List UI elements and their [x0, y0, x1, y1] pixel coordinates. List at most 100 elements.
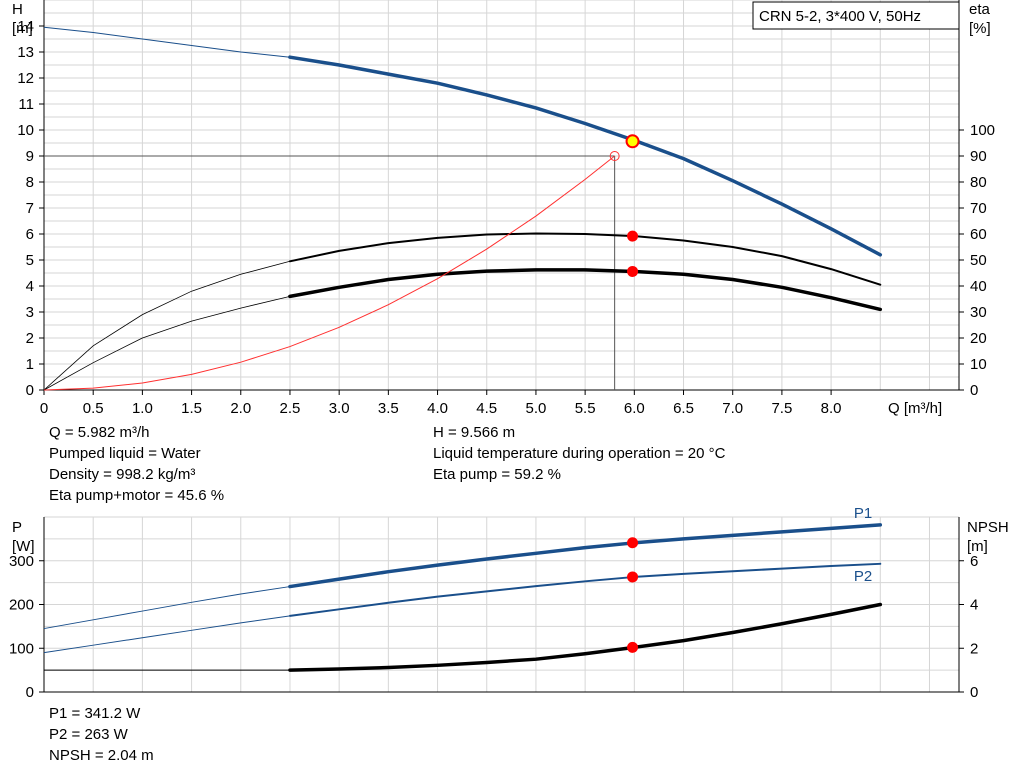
model-box: CRN 5-2, 3*400 V, 50Hz — [752, 1, 960, 30]
y-right-tick-label: 0 — [970, 382, 978, 399]
eta-pump-curve-extended — [43, 260, 291, 391]
result-npsh: NPSH = 2.04 m — [49, 747, 154, 764]
lower-series: P1 P2 — [43, 505, 883, 672]
x-tick-label: 3.5 — [378, 400, 399, 417]
y-right-tick-label: 90 — [970, 148, 987, 165]
y-right-tick-label: 30 — [970, 304, 987, 321]
lower-results: P1 = 341.2 W P2 = 263 W NPSH = 2.04 m — [49, 703, 154, 766]
y-right-tick-label: 20 — [970, 330, 987, 347]
upper-left-results: Q = 5.982 m³/h Pumped liquid = Water Den… — [49, 422, 224, 506]
y-tick-label: 100 — [9, 640, 34, 657]
npsh-curve — [288, 602, 883, 672]
y-axis-label: P — [12, 519, 22, 536]
y-tick-label: 1 — [26, 356, 34, 373]
system-point-marker — [609, 151, 620, 161]
x-tick-label: 4.5 — [476, 400, 497, 417]
x-tick-label: 7.0 — [722, 400, 743, 417]
y-tick-label: 200 — [9, 597, 34, 614]
system-curve-curve — [43, 155, 615, 391]
y-right-tick-label: 70 — [970, 200, 987, 217]
eta-pump-operating-marker — [627, 230, 639, 242]
y-right-tick-label: 100 — [970, 122, 995, 139]
x-tick-label: 2.5 — [280, 400, 301, 417]
p2-series-label: P2 — [854, 568, 872, 585]
result-q: Q = 5.982 m³/h — [49, 424, 150, 441]
y-right-axis-label: eta — [969, 1, 991, 18]
y-right-tick-label: 80 — [970, 174, 987, 191]
axis-labels: H [m] eta [%] Q [m³/h] P [W] NPSH [m] — [12, 1, 1009, 555]
y-tick-label: 10 — [17, 122, 34, 139]
result-eta-pump-motor: Eta pump+motor = 45.6 % — [49, 487, 225, 504]
npsh-operating-marker — [627, 641, 639, 653]
y-tick-label: 13 — [17, 44, 34, 61]
y-tick-label: 2 — [26, 330, 34, 347]
upper-grid — [43, 0, 959, 391]
y-tick-label: 0 — [26, 382, 34, 399]
x-axis-label: Q [m³/h] — [888, 400, 942, 417]
p2-operating-marker — [627, 571, 639, 583]
y-tick-label: 6 — [26, 226, 34, 243]
y-tick-label: 3 — [26, 304, 34, 321]
y-tick-label: 12 — [17, 70, 34, 87]
y-axis-label: H — [12, 1, 23, 18]
y-axis-label: [W] — [12, 538, 35, 555]
head-curve — [288, 55, 883, 257]
y-right-axis-label: NPSH — [967, 519, 1009, 536]
y-tick-label: 5 — [26, 252, 34, 269]
x-tick-label: 1.0 — [132, 400, 153, 417]
lower-axes: 0 100 200 300 0 2 4 6 — [9, 517, 978, 701]
p1-curve-extended — [43, 586, 291, 630]
p2-curve — [288, 562, 882, 617]
result-pumped-liquid: Pumped liquid = Water — [49, 445, 201, 462]
y-right-tick-label: 60 — [970, 226, 987, 243]
x-tick-label: 7.5 — [771, 400, 792, 417]
y-right-tick-label: 10 — [970, 356, 987, 373]
x-tick-label: 2.0 — [230, 400, 251, 417]
y-tick-label: 7 — [26, 200, 34, 217]
y-tick-label: 9 — [26, 148, 34, 165]
y-tick-label: 8 — [26, 174, 34, 191]
y-right-axis-label: [%] — [969, 20, 991, 37]
result-density: Density = 998.2 kg/m³ — [49, 466, 196, 483]
y-right-tick-label: 6 — [970, 553, 978, 570]
upper-series — [43, 26, 883, 391]
y-tick-label: 4 — [26, 278, 34, 295]
x-tick-label: 0.5 — [83, 400, 104, 417]
y-axis-label: [m] — [12, 20, 33, 37]
x-tick-label: 6.0 — [624, 400, 645, 417]
p2-curve-extended — [43, 615, 291, 654]
x-tick-label: 4.0 — [427, 400, 448, 417]
duty-point-marker — [625, 134, 640, 149]
x-tick-label: 1.5 — [181, 400, 202, 417]
x-tick-label: 6.5 — [673, 400, 694, 417]
y-right-tick-label: 4 — [970, 597, 978, 614]
eta-pump-curve — [288, 232, 882, 286]
x-tick-label: 5.0 — [526, 400, 547, 417]
y-right-tick-label: 40 — [970, 278, 987, 295]
y-tick-label: 0 — [26, 684, 34, 701]
p1-series-label: P1 — [854, 505, 872, 522]
p1-operating-marker — [627, 537, 639, 549]
eta-pump-motor-curve-extended — [43, 296, 291, 391]
y-right-tick-label: 2 — [970, 640, 978, 657]
model-label: CRN 5-2, 3*400 V, 50Hz — [759, 8, 921, 25]
y-right-tick-label: 0 — [970, 684, 978, 701]
eta-pump-motor-operating-marker — [627, 265, 639, 277]
result-h: H = 9.566 m — [433, 424, 516, 441]
y-tick-label: 14 — [17, 18, 34, 35]
result-liquid-temperature: Liquid temperature during operation = 20… — [433, 445, 726, 462]
y-tick-label: 300 — [9, 553, 34, 570]
result-p2: P2 = 263 W — [49, 726, 128, 743]
upper-axes: 0 0.5 1.0 1.5 2.0 2.5 3.0 3.5 4.0 4.5 5.0 5.5 6.0 6.5… — [17, 0, 995, 417]
y-tick-label: 11 — [18, 96, 34, 113]
x-tick-label: 5.5 — [575, 400, 596, 417]
y-right-axis-label: [m] — [967, 538, 988, 555]
x-tick-label: 3.0 — [329, 400, 350, 417]
result-eta-pump: Eta pump = 59.2 % — [433, 466, 561, 483]
y-right-tick-label: 50 — [970, 252, 987, 269]
upper-right-results: H = 9.566 m Liquid temperature during op… — [433, 422, 725, 485]
eta-pump-motor-curve — [288, 268, 883, 312]
x-tick-label: 8.0 — [821, 400, 842, 417]
x-tick-label: 0 — [40, 400, 48, 417]
